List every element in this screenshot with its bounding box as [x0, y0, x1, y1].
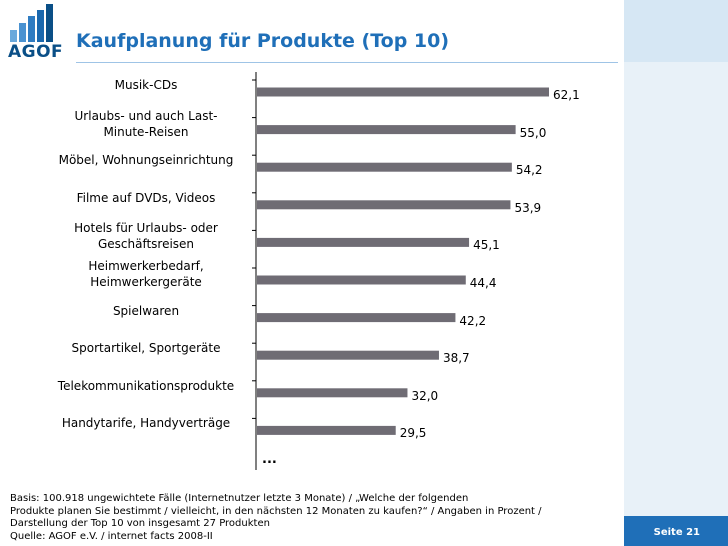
data-label: 38,7 [442, 351, 470, 366]
footnote-line: Basis: 100.918 ungewichtete Fälle (Inter… [10, 493, 469, 504]
bar [257, 162, 512, 172]
footnote-line: Quelle: AGOF e.V. / internet facts 2008-… [10, 530, 213, 542]
category-label: Urlaubs- und auch Last- Minute-Reisen [40, 108, 252, 140]
category-label: Filme auf DVDs, Videos [40, 190, 252, 206]
bar [257, 200, 511, 210]
category-label-line: Urlaubs- und auch Last- [74, 108, 218, 123]
data-label: 32,0 [411, 388, 439, 403]
data-label: 42,2 [459, 313, 487, 328]
bar [257, 87, 549, 97]
bar-chart [252, 72, 549, 470]
category-label-line: Spielwaren [112, 303, 180, 318]
bar [257, 237, 470, 247]
category-label: Telekommunikationsprodukte [40, 378, 252, 394]
category-label-line: Sportartikel, Sportgeräte [71, 341, 221, 356]
category-label: Möbel, Wohnungseinrichtung [40, 152, 252, 168]
bar [257, 425, 396, 435]
bar [257, 388, 408, 398]
page-number-band [624, 516, 728, 546]
data-label: 54,2 [515, 163, 543, 178]
continuation-marker: ... [262, 452, 277, 467]
category-label-line: Minute-Reisen [103, 124, 189, 139]
page-number: Seite 21 [653, 527, 700, 538]
category-label: Sportartikel, Sportgeräte [40, 340, 252, 356]
footnote-line: Darstellung der Top 10 von insgesamt 27 … [10, 518, 270, 530]
category-label: Heimwerkerbedarf, Heimwerkergeräte [40, 258, 252, 290]
category-label: Handytarife, Handyverträge [40, 415, 252, 431]
bar [257, 350, 439, 360]
category-label-line: Geschäftsreisen [97, 237, 195, 252]
bar [257, 125, 516, 135]
data-label: 45,1 [473, 238, 500, 253]
side-band [624, 0, 728, 546]
title-divider [76, 62, 618, 63]
category-label: Musik-CDs [40, 77, 252, 93]
bar [257, 313, 456, 323]
category-label-line: Heimwerkergeräte [90, 275, 202, 289]
data-label: 55,0 [519, 125, 547, 140]
category-label: Hotels für Urlaubs- oder Geschäftsreisen [40, 220, 252, 252]
footnote: Basis: 100.918 ungewichtete Fälle (Inter… [10, 493, 610, 543]
category-label-line: Heimwerkerbedarf, [88, 259, 204, 273]
category-label-line: Telekommunikationsprodukte [57, 378, 235, 393]
category-label: Spielwaren [40, 303, 252, 319]
category-label-line: Musik-CDs [114, 78, 178, 92]
data-label: 44,4 [469, 276, 497, 290]
footnote-line: Produkte planen Sie bestimmt / vielleich… [10, 505, 542, 517]
category-label-line: Handytarife, Handyverträge [61, 416, 231, 431]
category-label-line: Möbel, Wohnungseinrichtung [58, 153, 234, 168]
page-title: Kaufplanung für Produkte (Top 10) [76, 30, 450, 52]
bar [257, 275, 466, 285]
agof-logo-icon [10, 4, 53, 42]
side-band-header [624, 0, 728, 62]
data-label: 53,9 [514, 200, 542, 215]
category-label-line: Hotels für Urlaubs- oder [74, 221, 218, 236]
data-label: 29,5 [399, 426, 427, 441]
logo-text: AGOF [8, 42, 64, 62]
category-label-line: Filme auf DVDs, Videos [76, 190, 216, 205]
data-label: 62,1 [553, 88, 580, 102]
